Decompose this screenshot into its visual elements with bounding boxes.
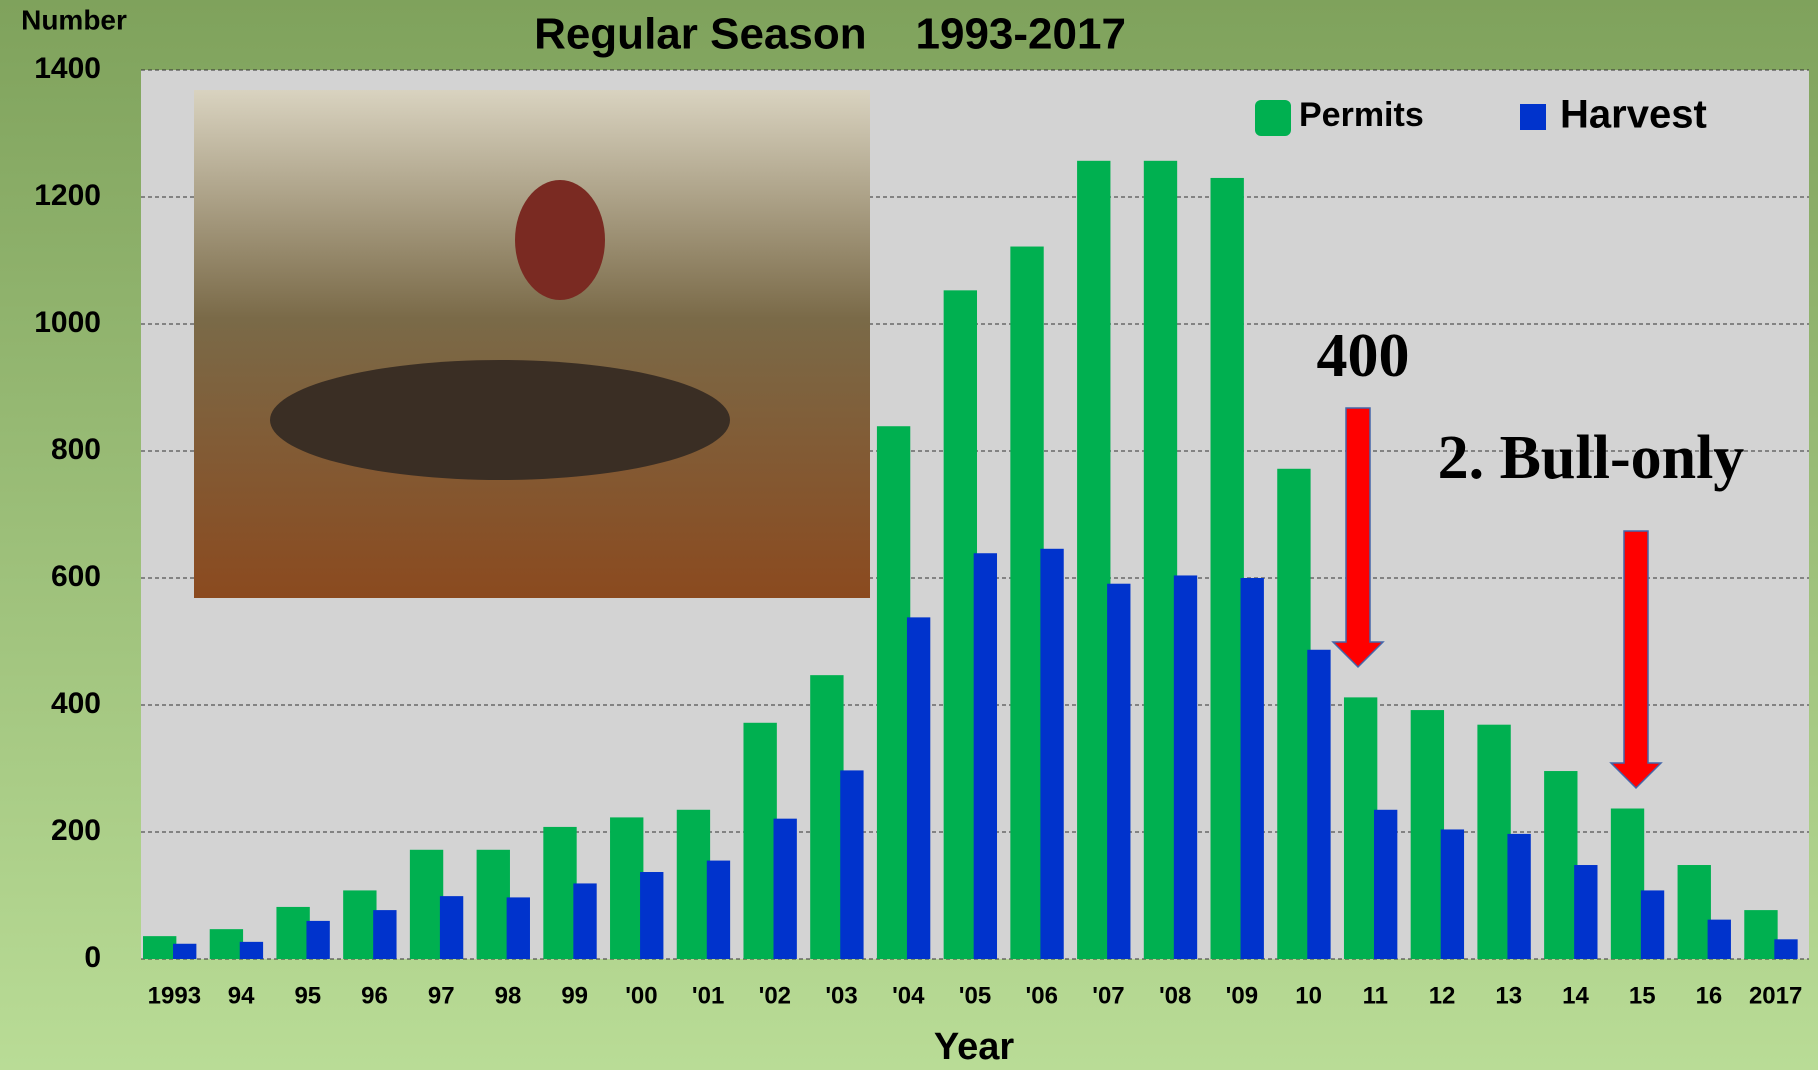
bar bbox=[1343, 697, 1378, 959]
arrow bbox=[1331, 407, 1385, 669]
x-tick-label: 1993 bbox=[148, 982, 201, 1009]
bar bbox=[143, 936, 177, 959]
x-tick-label: '06 bbox=[1026, 982, 1058, 1009]
y-tick-label: 1000 bbox=[34, 306, 101, 339]
bar bbox=[1040, 548, 1064, 959]
bar bbox=[1077, 160, 1111, 959]
bar bbox=[1574, 865, 1598, 959]
bar bbox=[1707, 919, 1731, 959]
bar bbox=[1173, 575, 1198, 959]
bar bbox=[640, 872, 664, 959]
bar bbox=[1107, 583, 1131, 959]
legend-label: Harvest bbox=[1560, 93, 1707, 137]
bar bbox=[1774, 939, 1798, 959]
x-tick-label: 99 bbox=[561, 982, 588, 1009]
bar bbox=[1477, 724, 1511, 959]
y-tick-label: 0 bbox=[84, 941, 101, 974]
bar bbox=[173, 943, 197, 959]
x-tick-label: 97 bbox=[428, 982, 455, 1009]
x-tick-label: 2017 bbox=[1749, 982, 1802, 1009]
x-tick-label: '07 bbox=[1092, 982, 1124, 1009]
bar bbox=[1640, 890, 1665, 959]
x-tick-label: '05 bbox=[959, 982, 991, 1009]
bar bbox=[810, 675, 844, 959]
bar bbox=[1544, 771, 1578, 959]
bar bbox=[476, 849, 510, 959]
bar bbox=[543, 826, 577, 959]
bar bbox=[706, 860, 731, 959]
bar bbox=[573, 883, 597, 959]
bar bbox=[1373, 809, 1398, 959]
x-tick-label: 12 bbox=[1429, 982, 1456, 1009]
photo-moose bbox=[270, 360, 730, 480]
x-tick-label: 10 bbox=[1295, 982, 1322, 1009]
y-tick-label: 200 bbox=[51, 814, 101, 847]
x-tick-label: 98 bbox=[495, 982, 522, 1009]
x-tick-label: 14 bbox=[1562, 982, 1589, 1009]
bar bbox=[1277, 468, 1311, 959]
legend-swatch bbox=[1520, 104, 1546, 130]
bar bbox=[743, 722, 777, 959]
bar bbox=[1744, 910, 1778, 959]
legend-swatch bbox=[1255, 100, 1291, 136]
x-tick-label: '02 bbox=[759, 982, 791, 1009]
y-tick-label: 1400 bbox=[34, 52, 101, 85]
bar bbox=[973, 553, 998, 959]
bar bbox=[373, 910, 397, 959]
x-tick-label: '03 bbox=[825, 982, 857, 1009]
x-tick-label: 16 bbox=[1696, 982, 1723, 1009]
x-tick-label: '00 bbox=[625, 982, 657, 1009]
photo bbox=[194, 90, 870, 598]
x-tick-label: '01 bbox=[692, 982, 724, 1009]
bar bbox=[239, 941, 264, 959]
bar bbox=[773, 818, 797, 959]
y-tick-label: 600 bbox=[51, 560, 101, 593]
x-tick-label: 13 bbox=[1495, 982, 1522, 1009]
x-tick-label: 15 bbox=[1629, 982, 1656, 1009]
bar bbox=[1410, 710, 1445, 959]
x-tick-label: '04 bbox=[892, 982, 925, 1009]
bar bbox=[439, 896, 464, 959]
bar bbox=[209, 929, 244, 959]
bar bbox=[840, 770, 864, 959]
x-tick-label: '09 bbox=[1226, 982, 1258, 1009]
bar bbox=[610, 817, 644, 959]
bar bbox=[409, 849, 444, 959]
bar bbox=[276, 906, 310, 959]
bar bbox=[1143, 160, 1178, 959]
annotation: 400 bbox=[1317, 322, 1410, 390]
y-tick-label: 1200 bbox=[34, 179, 101, 212]
bar bbox=[343, 890, 377, 959]
bar bbox=[676, 809, 711, 959]
bar bbox=[1307, 649, 1331, 959]
bar bbox=[506, 897, 530, 959]
bar bbox=[1010, 246, 1044, 959]
arrow bbox=[1609, 530, 1663, 790]
x-tick-label: 95 bbox=[294, 982, 321, 1009]
chart-title: Regular Season 1993-2017 bbox=[534, 10, 1126, 59]
x-tick-label: '08 bbox=[1159, 982, 1191, 1009]
photo-hunter bbox=[515, 180, 605, 300]
bar bbox=[1440, 829, 1465, 959]
bar bbox=[1210, 177, 1244, 959]
y-axis-label: Number bbox=[21, 4, 127, 35]
x-tick-label: 94 bbox=[228, 982, 255, 1009]
bar bbox=[1610, 808, 1645, 959]
x-axis-label: Year bbox=[934, 1026, 1015, 1068]
annotation: 2. Bull-only bbox=[1438, 424, 1745, 492]
bar bbox=[306, 920, 330, 959]
bar bbox=[943, 290, 978, 960]
bar bbox=[906, 617, 931, 959]
x-tick-label: 11 bbox=[1363, 982, 1388, 1009]
legend-label: Permits bbox=[1299, 96, 1424, 134]
y-tick-label: 800 bbox=[51, 433, 101, 466]
bar bbox=[1677, 865, 1711, 959]
bar bbox=[876, 426, 911, 959]
x-tick-label: 96 bbox=[361, 982, 388, 1009]
bar bbox=[1240, 578, 1264, 959]
bar bbox=[1507, 833, 1531, 959]
y-tick-label: 400 bbox=[51, 687, 101, 720]
